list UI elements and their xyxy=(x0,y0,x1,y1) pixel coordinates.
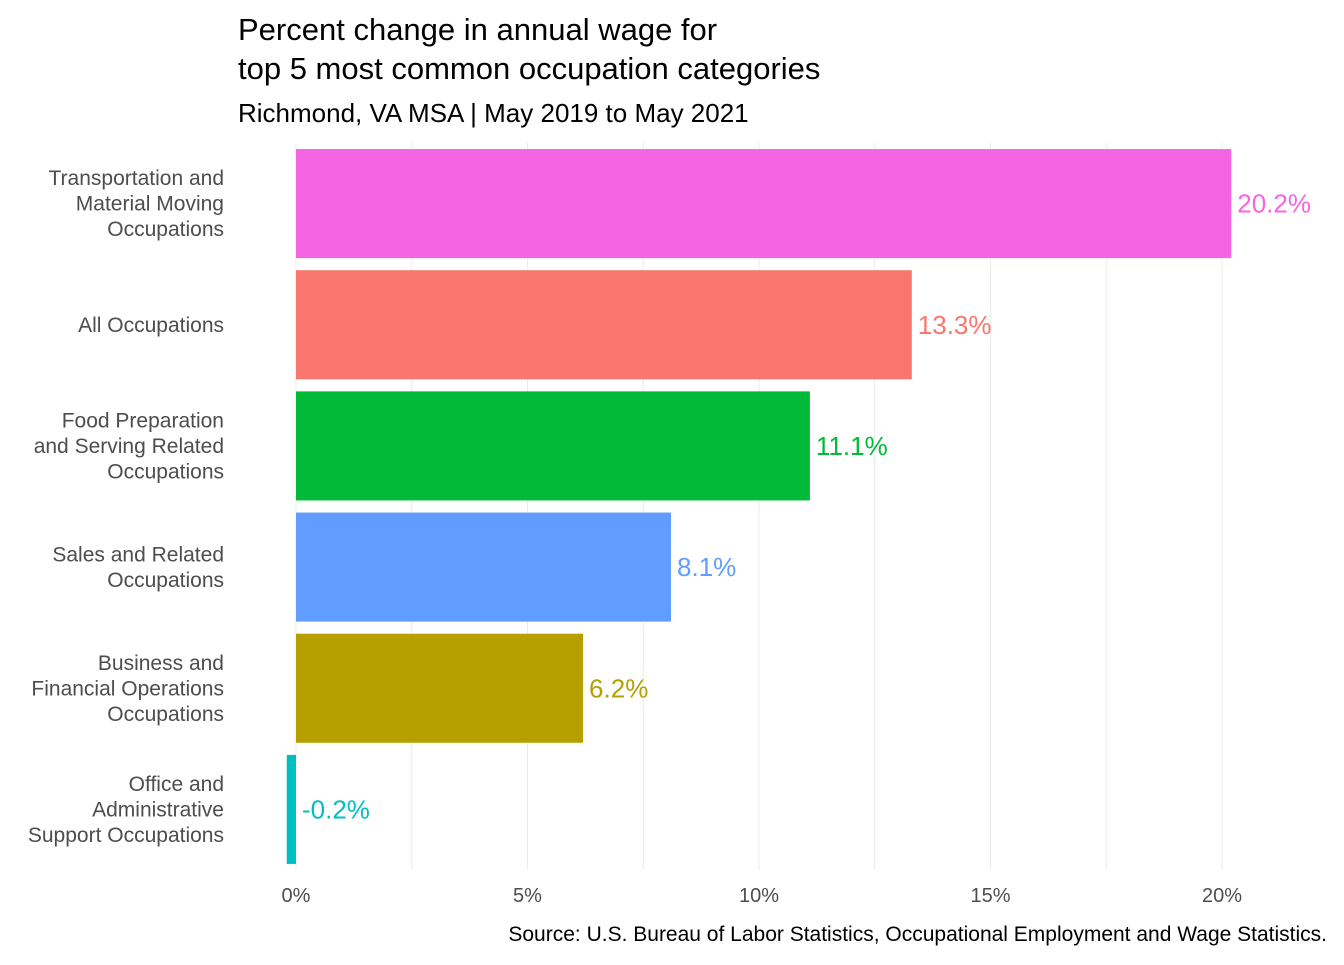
bar xyxy=(286,754,296,864)
bar-value-label: 6.2% xyxy=(589,673,648,703)
bar-value-label: -0.2% xyxy=(302,794,370,824)
category-label: Business and xyxy=(98,652,224,675)
x-tick-label: 5% xyxy=(513,885,542,907)
x-tick-label: 20% xyxy=(1202,885,1242,907)
category-label: Occupations xyxy=(107,218,224,241)
category-label: and Serving Related xyxy=(34,435,224,458)
category-label: Transportation and xyxy=(49,167,225,190)
category-label: Occupations xyxy=(107,569,224,592)
category-label: Material Moving xyxy=(76,193,224,216)
bar-value-label: 11.1% xyxy=(816,431,888,461)
bar xyxy=(296,149,1232,259)
bar-value-label: 8.1% xyxy=(677,552,736,582)
bar xyxy=(296,270,912,380)
category-label: Sales and Related xyxy=(52,543,224,566)
x-tick-label: 10% xyxy=(739,885,779,907)
bar-value-label: 20.2% xyxy=(1237,189,1311,219)
chart-title-line-1: Percent change in annual wage for xyxy=(238,12,717,47)
category-label: Financial Operations xyxy=(31,677,224,700)
category-label: Administrative xyxy=(92,798,224,821)
chart-title-line-2: top 5 most common occupation categories xyxy=(238,51,820,86)
chart-caption: Source: U.S. Bureau of Labor Statistics,… xyxy=(508,923,1327,946)
grid-layer xyxy=(295,143,1223,870)
bar-layer xyxy=(286,149,1232,864)
x-tick-label: 15% xyxy=(970,885,1010,907)
category-label: Food Preparation xyxy=(62,409,224,432)
bar-value-label: 13.3% xyxy=(918,310,992,340)
bar xyxy=(296,633,584,743)
category-label: Occupations xyxy=(107,460,224,483)
category-label: Occupations xyxy=(107,703,224,726)
x-tick-label: 0% xyxy=(282,885,311,907)
axis-layer: 0% 5% 10% 15% 20% xyxy=(282,885,1243,907)
category-label: All Occupations xyxy=(78,314,224,337)
category-label: Office and xyxy=(129,773,224,796)
chart-subtitle: Richmond, VA MSA | May 2019 to May 2021 xyxy=(238,98,749,128)
bar xyxy=(296,512,672,622)
bar xyxy=(296,391,810,501)
category-label: Support Occupations xyxy=(28,824,224,847)
